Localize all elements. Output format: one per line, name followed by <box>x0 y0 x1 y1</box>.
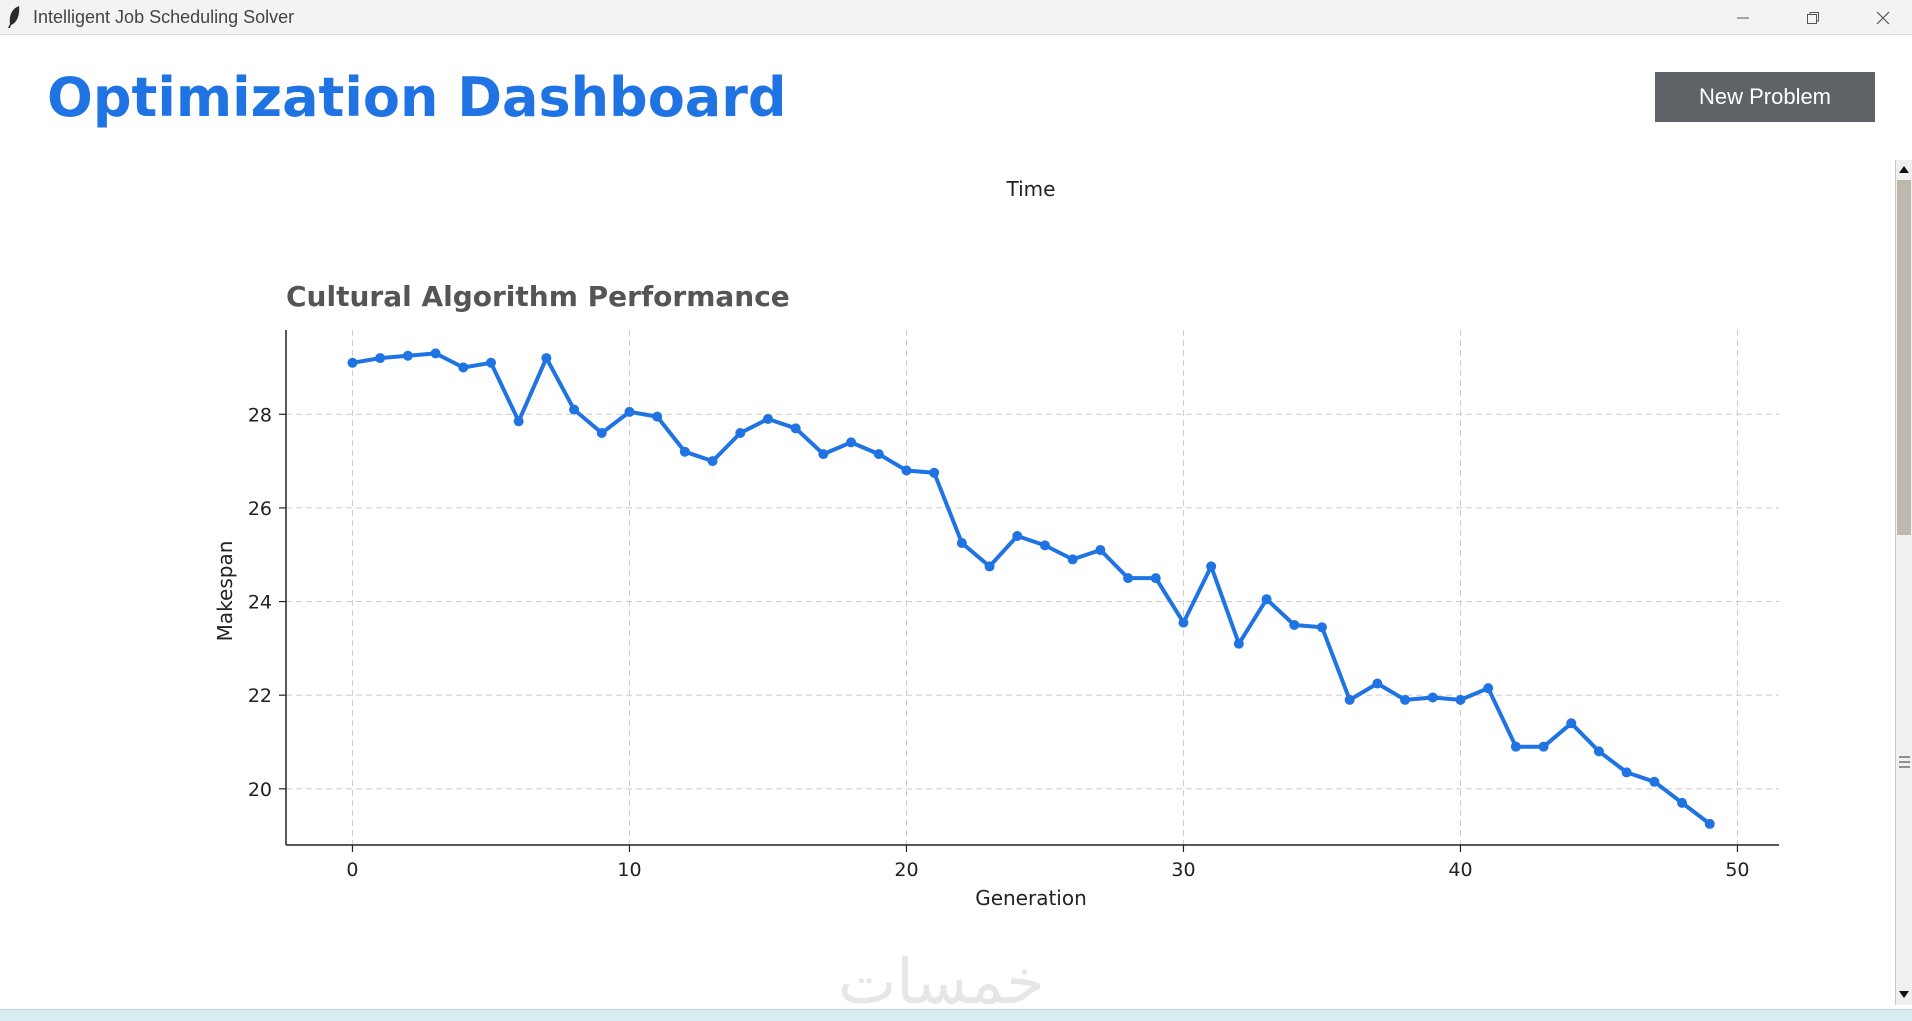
data-point <box>1012 531 1023 541</box>
data-point <box>513 416 524 427</box>
data-point <box>707 456 718 467</box>
data-point <box>652 411 663 422</box>
y-tick-label: 26 <box>248 498 272 520</box>
data-point <box>1123 573 1134 584</box>
performance-chart: Time Cultural Algorithm Performance 0 10 2… <box>0 150 1895 1010</box>
new-problem-button[interactable]: New Problem <box>1655 72 1875 122</box>
data-point <box>901 465 912 476</box>
data-point <box>1455 694 1466 705</box>
data-point <box>1677 797 1688 808</box>
data-point <box>624 406 635 417</box>
data-point <box>929 467 940 478</box>
feather-icon <box>8 6 20 28</box>
title-bar: Intelligent Job Scheduling Solver <box>0 0 1912 35</box>
data-point <box>1206 561 1217 572</box>
y-tick-label: 22 <box>248 685 272 707</box>
data-point <box>1039 540 1050 551</box>
scroll-thumb[interactable] <box>1897 180 1911 535</box>
data-point <box>430 348 441 359</box>
tick-labels: 0 10 20 30 40 50 20 22 24 26 28 <box>248 404 1750 881</box>
data-point <box>541 353 552 364</box>
y-axis-label: Makespan <box>213 541 237 642</box>
minimize-icon <box>1737 17 1749 18</box>
section-label: Time <box>1006 177 1056 201</box>
y-tick-label: 28 <box>248 404 272 426</box>
x-tick-label: 40 <box>1448 859 1472 881</box>
data-point <box>735 428 746 438</box>
data-point <box>1289 619 1300 630</box>
data-point <box>1095 545 1106 556</box>
y-tick-label: 24 <box>248 592 272 614</box>
data-point <box>1538 741 1549 752</box>
axes <box>285 330 1779 846</box>
scroll-grip-icon[interactable] <box>1899 756 1910 768</box>
chart-svg: Time Cultural Algorithm Performance 0 10 2… <box>213 177 1779 910</box>
data-point <box>347 357 358 368</box>
data-point <box>1483 683 1494 694</box>
taskbar-edge <box>0 1009 1912 1021</box>
data-point <box>1316 622 1327 633</box>
data-point <box>679 446 690 457</box>
data-point <box>846 437 857 448</box>
data-point <box>1233 638 1244 649</box>
data-point <box>1427 692 1438 703</box>
data-point <box>1649 776 1660 787</box>
vertical-scrollbar[interactable] <box>1895 160 1912 1005</box>
data-point <box>485 357 496 368</box>
makespan-series <box>347 348 1715 829</box>
data-point <box>1566 718 1577 729</box>
data-point <box>873 449 884 460</box>
triangle-up-icon <box>1899 166 1909 173</box>
x-tick-label: 20 <box>894 859 918 881</box>
data-point <box>762 413 773 424</box>
data-point <box>956 538 967 549</box>
data-point <box>569 404 580 415</box>
data-point <box>375 353 386 364</box>
data-point <box>1067 554 1078 565</box>
restore-icon <box>1807 11 1819 24</box>
data-point <box>1150 573 1161 584</box>
y-tick-label: 20 <box>248 779 272 801</box>
data-point <box>458 362 469 373</box>
x-tick-label: 0 <box>346 859 358 881</box>
data-point <box>402 350 413 361</box>
chart-title: Cultural Algorithm Performance <box>286 280 790 313</box>
restore-button[interactable] <box>1778 0 1848 35</box>
data-point <box>596 428 607 438</box>
data-point <box>818 449 829 460</box>
data-point <box>1344 694 1355 705</box>
data-point <box>1261 594 1272 605</box>
x-tick-label: 50 <box>1725 859 1749 881</box>
data-point <box>1510 741 1521 752</box>
x-tick-label: 10 <box>617 859 641 881</box>
watermark-logo: خمسات <box>838 945 1045 1018</box>
page-title: Optimization Dashboard <box>47 66 787 129</box>
close-button[interactable] <box>1848 0 1912 35</box>
close-icon <box>1876 11 1890 24</box>
window-title: Intelligent Job Scheduling Solver <box>33 7 295 27</box>
scroll-up-arrow[interactable] <box>1896 160 1912 178</box>
data-point <box>1178 617 1189 628</box>
data-point <box>1372 678 1383 689</box>
x-axis-label: Generation <box>975 886 1087 910</box>
grid-lines <box>286 330 1779 845</box>
data-point <box>1621 767 1632 778</box>
makespan-line <box>352 351 1712 826</box>
scroll-down-arrow[interactable] <box>1896 986 1912 1004</box>
data-point <box>1400 694 1411 705</box>
data-point <box>1704 818 1715 829</box>
minimize-button[interactable] <box>1708 0 1778 35</box>
data-point <box>790 423 801 434</box>
triangle-down-icon <box>1899 991 1909 998</box>
x-tick-label: 30 <box>1171 859 1195 881</box>
data-point <box>984 561 995 572</box>
data-point <box>1593 746 1604 757</box>
